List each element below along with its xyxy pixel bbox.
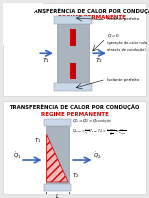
Bar <box>55 15 92 24</box>
Bar <box>46 123 69 187</box>
Bar <box>55 83 92 91</box>
Bar <box>44 184 71 191</box>
Text: TRANSFERÊNCIA DE CALOR POR CONDUÇÃO: TRANSFERÊNCIA DE CALOR POR CONDUÇÃO <box>9 104 140 110</box>
Bar <box>57 20 89 87</box>
Text: através de condução): através de condução) <box>107 48 146 51</box>
Text: $\dot{Q}_1$: $\dot{Q}_1$ <box>13 151 21 161</box>
Bar <box>70 29 76 46</box>
Text: Isolante perfeito: Isolante perfeito <box>107 78 139 82</box>
Text: REGIME PERMANENTE: REGIME PERMANENTE <box>41 112 108 117</box>
Bar <box>70 63 76 79</box>
Text: $T_1$: $T_1$ <box>42 56 50 65</box>
Text: $T_2$: $T_2$ <box>72 171 79 180</box>
Text: Isolante perfeito: Isolante perfeito <box>107 17 139 21</box>
Text: $\dot{Q}_1 = \dot{Q}_2 = \dot{Q}_{condução}$: $\dot{Q}_1 = \dot{Q}_2 = \dot{Q}_{conduç… <box>72 117 111 128</box>
Text: (geração de calor nula: (geração de calor nula <box>107 41 147 45</box>
Text: $T_1$: $T_1$ <box>34 136 42 145</box>
Text: $\dot{Q}_2$: $\dot{Q}_2$ <box>93 151 102 161</box>
Text: $T_2$: $T_2$ <box>95 56 103 65</box>
Bar <box>44 119 71 126</box>
Text: $L$: $L$ <box>55 192 60 198</box>
Text: TRANSFERÊNCIA DE CALOR POR CONDUÇÃO: TRANSFERÊNCIA DE CALOR POR CONDUÇÃO <box>27 8 149 14</box>
Text: $\dot{Q}_{cond} = \frac{kA}{L_c}(T_1-T_2) = \frac{T_1-T_2}{\frac{L}{kA}} = \frac: $\dot{Q}_{cond} = \frac{kA}{L_c}(T_1-T_2… <box>72 127 126 138</box>
Polygon shape <box>47 134 68 182</box>
Text: REGIME PERMANENTE: REGIME PERMANENTE <box>58 15 126 20</box>
Text: $\dot{Q} = 0$: $\dot{Q} = 0$ <box>107 31 121 40</box>
Polygon shape <box>3 3 43 45</box>
